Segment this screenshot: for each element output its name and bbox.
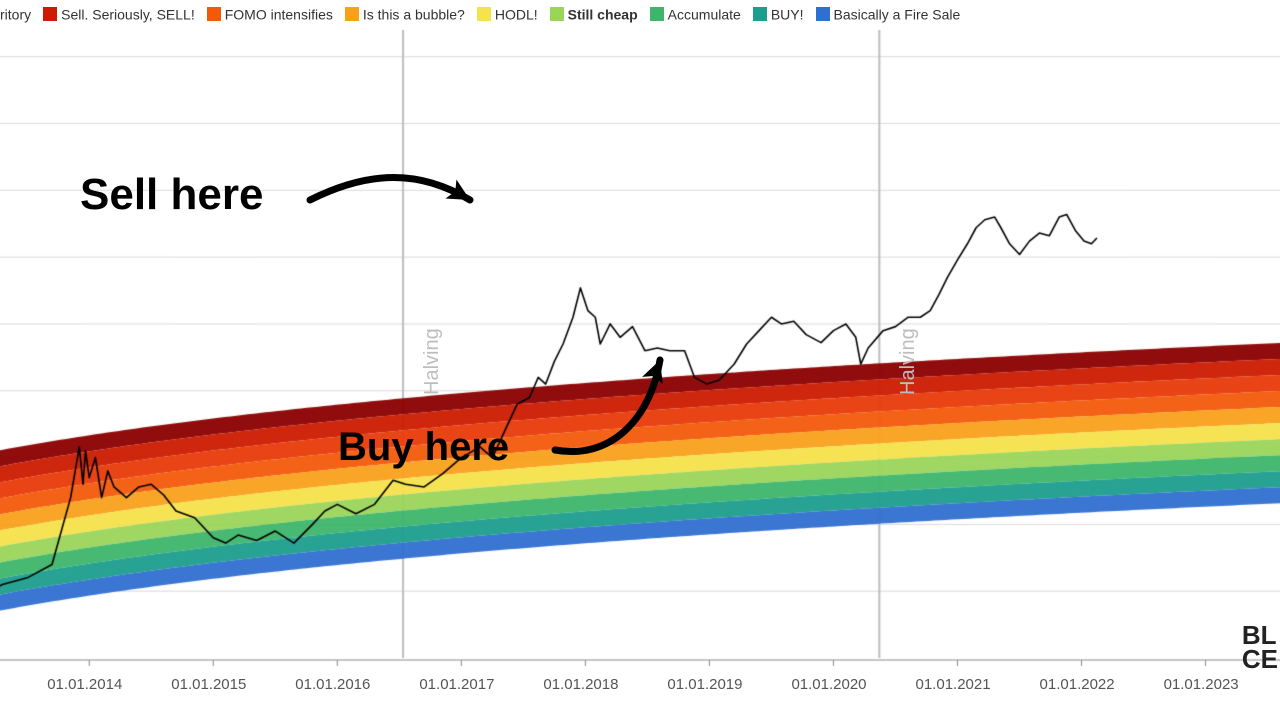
- legend-item[interactable]: Basically a Fire Sale: [834, 6, 961, 22]
- x-tick-label: 01.01.2014: [47, 676, 122, 693]
- legend-swatch: [816, 7, 830, 21]
- legend-swatch: [650, 7, 664, 21]
- legend-item[interactable]: BUY!: [771, 6, 804, 22]
- x-tick-label: 01.01.2020: [791, 676, 866, 693]
- x-tick-label: 01.01.2016: [295, 676, 370, 693]
- legend-swatch: [43, 7, 57, 21]
- x-tick-label: 01.01.2018: [543, 676, 618, 693]
- legend-bar: ritory Sell. Seriously, SELL! FOMO intensi…: [0, 0, 1280, 33]
- rainbow-chart-canvas: [0, 0, 1280, 720]
- legend-swatch: [550, 7, 564, 21]
- legend-item[interactable]: FOMO intensifies: [225, 6, 333, 22]
- watermark-line2: CE: [1242, 644, 1278, 674]
- legend-swatch: [345, 7, 359, 21]
- x-tick-label: 01.01.2022: [1040, 676, 1115, 693]
- legend-item[interactable]: Is this a bubble?: [363, 6, 465, 22]
- x-tick-label: 01.01.2015: [171, 676, 246, 693]
- x-axis-labels: 01.01.2014 01.01.2015 01.01.2016 01.01.2017…: [0, 668, 1280, 708]
- halving-label-1: Halving: [421, 328, 444, 395]
- legend-item[interactable]: Sell. Seriously, SELL!: [61, 6, 195, 22]
- halving-label-2: Halving: [897, 328, 920, 395]
- x-tick-label: 01.01.2021: [916, 676, 991, 693]
- sell-here-label: Sell here: [80, 170, 263, 220]
- legend-swatch: [207, 7, 221, 21]
- watermark: BL CE: [1242, 623, 1278, 672]
- legend-item[interactable]: Accumulate: [668, 6, 741, 22]
- legend-item[interactable]: HODL!: [495, 6, 538, 22]
- x-tick-label: 01.01.2023: [1164, 676, 1239, 693]
- buy-here-label: Buy here: [338, 425, 509, 470]
- legend-swatch: [477, 7, 491, 21]
- legend-swatch: [753, 7, 767, 21]
- legend-item[interactable]: Still cheap: [568, 6, 638, 22]
- legend-item-partial: ritory: [0, 6, 31, 22]
- x-tick-label: 01.01.2019: [667, 676, 742, 693]
- x-tick-label: 01.01.2017: [419, 676, 494, 693]
